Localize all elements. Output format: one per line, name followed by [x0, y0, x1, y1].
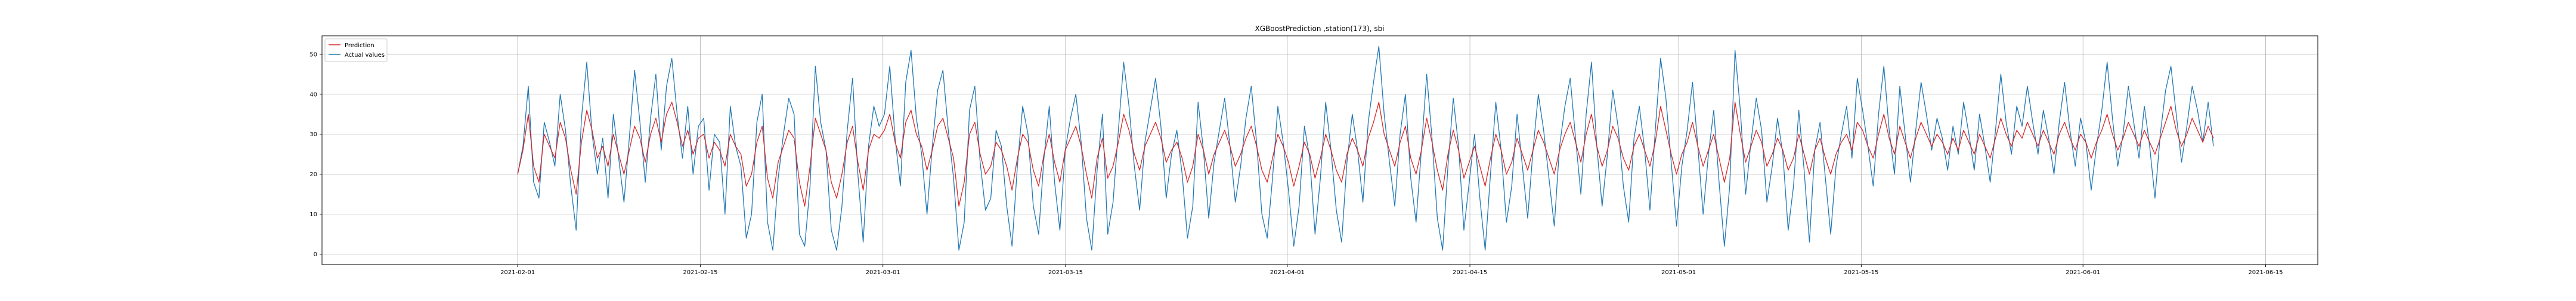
x-tick-label: 2021-02-15 — [683, 269, 717, 276]
x-tick-label: 2021-06-01 — [2066, 269, 2100, 276]
x-tick-label: 2021-03-15 — [1048, 269, 1083, 276]
grid — [322, 36, 2318, 265]
x-axis: 2021-02-01 2021-02-15 2021-03-01 2021-03-15… — [500, 265, 2283, 276]
y-tick-label: 40 — [309, 91, 317, 98]
y-tick-label: 50 — [309, 51, 317, 58]
x-tick-label: 2021-02-01 — [500, 269, 535, 276]
y-tick-label: 30 — [309, 131, 317, 138]
x-tick-label: 2021-04-01 — [1270, 269, 1305, 276]
x-tick-label: 2021-06-15 — [2248, 269, 2283, 276]
legend-label-prediction: Prediction — [345, 42, 374, 49]
legend: Prediction Actual values — [324, 38, 388, 62]
x-tick-label: 2021-03-01 — [866, 269, 900, 276]
x-tick-label: 2021-05-01 — [1661, 269, 1696, 276]
y-tick-label: 20 — [309, 171, 317, 178]
y-tick-label: 0 — [314, 251, 317, 258]
series-layer — [517, 45, 2214, 251]
chart-title: XGBoostPrediction ,station(173), sbi — [1255, 24, 1384, 33]
y-axis: 0 10 20 30 40 50 — [309, 51, 322, 258]
x-tick-label: 2021-04-15 — [1453, 269, 1487, 276]
x-tick-label: 2021-05-15 — [1844, 269, 1878, 276]
legend-label-actual-values: Actual values — [345, 52, 385, 59]
plot-frame — [321, 35, 2318, 265]
y-tick-label: 10 — [309, 211, 317, 218]
series-line-prediction — [517, 102, 2214, 207]
